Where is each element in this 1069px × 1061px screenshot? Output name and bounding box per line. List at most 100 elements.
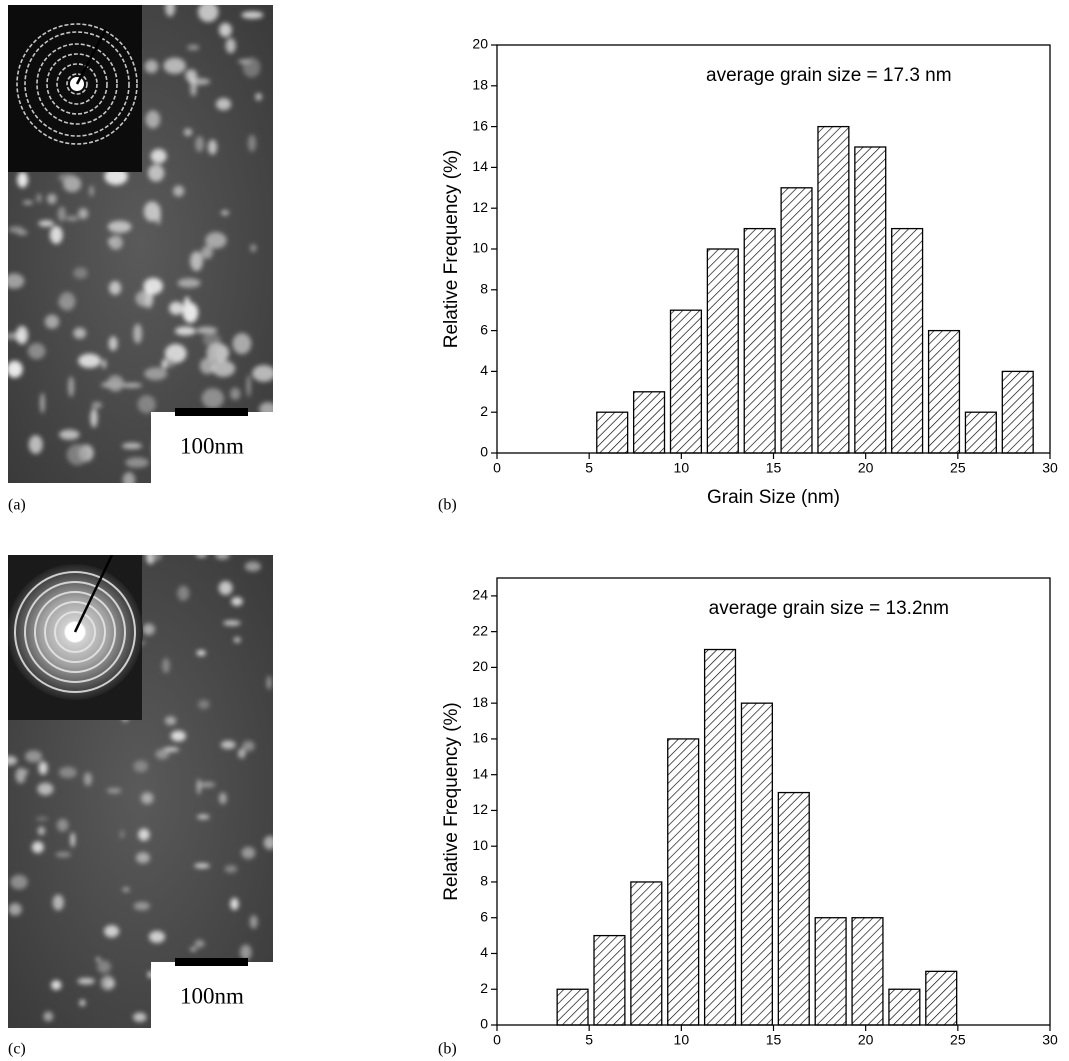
y-tick-label: 20 xyxy=(472,36,488,52)
grain xyxy=(215,555,230,560)
grain xyxy=(220,210,230,216)
x-tick-label: 30 xyxy=(1042,460,1058,476)
grain xyxy=(199,357,215,375)
grain xyxy=(135,290,154,307)
diffraction-ring xyxy=(44,601,106,663)
grain xyxy=(195,555,208,558)
bar xyxy=(927,329,961,454)
y-tick-label: 24 xyxy=(472,587,488,603)
x-tick-label: 25 xyxy=(950,1032,966,1048)
grain xyxy=(31,841,44,854)
grain xyxy=(145,110,161,129)
grain xyxy=(249,915,258,929)
grain xyxy=(244,561,261,572)
grain xyxy=(147,164,165,182)
y-tick-label: 6 xyxy=(480,908,488,924)
grain xyxy=(8,902,22,916)
y-tick-label: 8 xyxy=(480,281,488,297)
grain xyxy=(58,173,76,182)
grain xyxy=(47,193,57,205)
plot-frame xyxy=(496,577,1051,1026)
grain xyxy=(8,755,18,766)
grain xyxy=(38,220,55,227)
x-tick-label: 5 xyxy=(585,460,593,476)
x-tick-label: 30 xyxy=(1042,1032,1058,1048)
grain xyxy=(104,167,128,186)
grain xyxy=(252,364,273,382)
y-tick-label: 8 xyxy=(480,873,488,889)
grain xyxy=(155,749,170,760)
grain xyxy=(89,185,94,197)
grain xyxy=(68,376,75,397)
grain xyxy=(165,5,176,17)
bar xyxy=(777,791,810,1026)
scale-bar-box xyxy=(151,412,273,483)
grain xyxy=(163,747,180,752)
x-axis-label: Grain Size (nm) xyxy=(707,487,840,508)
x-tick-label: 0 xyxy=(493,460,501,476)
x-tick-label: 20 xyxy=(858,1032,874,1048)
grain xyxy=(83,772,92,786)
grain xyxy=(122,472,136,483)
diffraction-ring xyxy=(24,581,126,683)
grain xyxy=(220,740,236,750)
annotation: average grain size = 17.3 nm xyxy=(706,65,952,86)
x-tick-label: 20 xyxy=(858,460,874,476)
grain xyxy=(218,22,232,38)
grain xyxy=(224,865,238,873)
grain xyxy=(57,206,66,222)
panel-label: (c) xyxy=(8,1041,26,1058)
grain xyxy=(107,238,114,244)
grain xyxy=(231,596,243,606)
grain xyxy=(173,185,185,197)
grain xyxy=(150,149,167,164)
bar xyxy=(851,917,884,1026)
grain xyxy=(90,408,98,428)
grain xyxy=(120,829,125,839)
grain xyxy=(104,925,120,938)
tem-image xyxy=(8,5,273,483)
grain xyxy=(106,788,122,794)
grain xyxy=(27,343,46,360)
grain xyxy=(207,139,218,155)
grain xyxy=(58,766,77,779)
panel-label: (b) xyxy=(438,1041,457,1058)
beam-stop xyxy=(73,555,114,633)
grain xyxy=(144,59,159,74)
grain xyxy=(8,273,25,289)
grain xyxy=(28,435,43,454)
grain xyxy=(38,761,48,775)
grain xyxy=(133,1012,147,1022)
x-tick-label: 10 xyxy=(674,460,690,476)
grain xyxy=(230,897,239,911)
grain xyxy=(125,457,149,468)
grain xyxy=(218,792,227,805)
x-tick-label: 15 xyxy=(766,1032,782,1048)
grain xyxy=(266,675,272,690)
grain xyxy=(195,136,204,152)
diffraction-ring xyxy=(34,591,116,673)
histogram: 051015202530024681012141618202224Grain S… xyxy=(438,577,1058,1061)
bar xyxy=(630,881,663,1026)
y-tick-label: 20 xyxy=(472,658,488,674)
x-tick-label: 5 xyxy=(585,1032,593,1048)
grain xyxy=(143,277,163,295)
bar xyxy=(891,227,924,454)
grain xyxy=(79,999,86,1007)
panel-label: (a) xyxy=(8,497,26,514)
bar xyxy=(925,970,958,1026)
grain xyxy=(44,314,60,329)
bar xyxy=(669,309,703,454)
grain xyxy=(70,832,75,848)
grain xyxy=(183,128,193,137)
grain xyxy=(218,580,233,596)
grain xyxy=(52,894,64,911)
grain xyxy=(187,44,200,51)
grain xyxy=(142,623,155,636)
grain xyxy=(190,251,203,271)
bar xyxy=(596,411,629,454)
grain xyxy=(133,323,143,344)
grain xyxy=(198,5,219,23)
grain xyxy=(51,980,62,991)
